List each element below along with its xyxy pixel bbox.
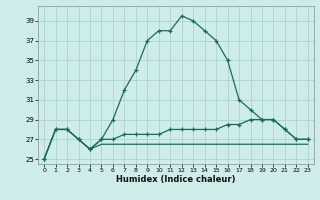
X-axis label: Humidex (Indice chaleur): Humidex (Indice chaleur) <box>116 175 236 184</box>
